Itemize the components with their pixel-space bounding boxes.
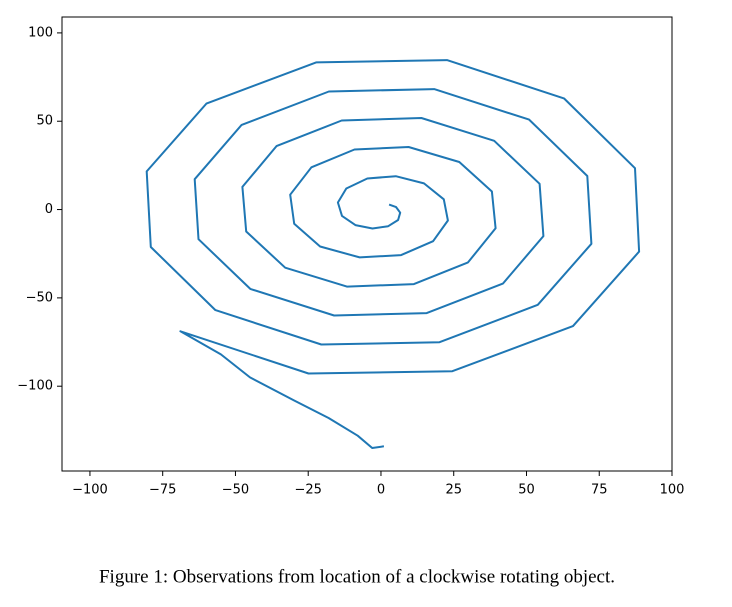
y-tick-label: 100 [28, 25, 53, 40]
plot-frame [61, 16, 673, 472]
x-tick-label: 25 [445, 483, 462, 498]
y-tick-label: −50 [26, 290, 53, 305]
y-tick-label: 50 [36, 114, 53, 129]
data-line [145, 59, 641, 449]
x-tick-label: −75 [149, 483, 176, 498]
y-tick-label: −100 [17, 379, 53, 394]
x-tick-label: 0 [377, 483, 385, 498]
x-tick-label: 75 [591, 483, 608, 498]
x-tick-label: −50 [222, 483, 249, 498]
x-tick-label: −100 [72, 483, 108, 498]
x-tick-label: 100 [660, 483, 685, 498]
y-tick-label: 0 [45, 202, 53, 217]
caption: Figure 1: Observations from location of … [99, 566, 615, 587]
x-tick-label: 50 [518, 483, 535, 498]
x-tick-label: −25 [294, 483, 321, 498]
